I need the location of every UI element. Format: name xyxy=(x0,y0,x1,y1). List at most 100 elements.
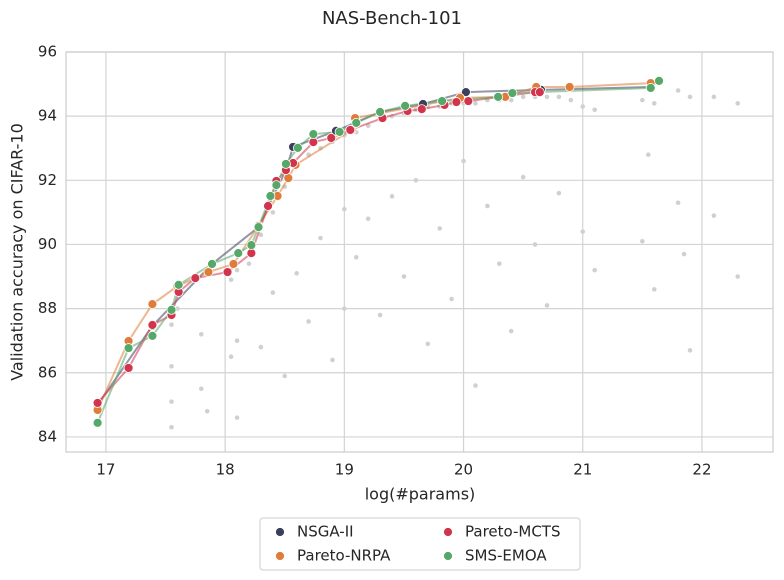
background-point xyxy=(365,216,371,222)
background-point xyxy=(485,203,490,209)
series-line xyxy=(96,80,660,424)
data-point xyxy=(147,320,158,330)
background-point xyxy=(204,408,210,414)
data-point xyxy=(326,133,337,143)
background-point xyxy=(228,354,234,360)
legend-label: Pareto-NRPA xyxy=(297,547,391,565)
data-point xyxy=(207,259,217,269)
y-tick-label: 84 xyxy=(38,427,57,445)
data-point xyxy=(233,248,244,259)
background-point xyxy=(246,261,252,267)
data-point xyxy=(463,96,474,106)
x-tick-label: 22 xyxy=(692,461,711,479)
data-point xyxy=(265,191,276,201)
background-point xyxy=(473,383,478,388)
background-point xyxy=(258,344,264,350)
data-point xyxy=(334,126,345,137)
y-tick-label: 86 xyxy=(38,363,57,381)
data-point xyxy=(292,143,303,153)
background-point xyxy=(282,373,288,379)
legend-box xyxy=(259,517,581,571)
data-point xyxy=(166,304,177,315)
background-point xyxy=(198,386,204,392)
background-point xyxy=(473,101,478,106)
background-point xyxy=(234,338,240,343)
data-point xyxy=(190,273,201,284)
legend-marker xyxy=(443,551,453,561)
background-point xyxy=(270,290,276,295)
data-point xyxy=(147,330,158,341)
legend-label: NSGA-II xyxy=(297,523,354,541)
background-point xyxy=(556,94,562,100)
background-point xyxy=(342,306,347,311)
legend-marker xyxy=(275,551,285,561)
plot-frame xyxy=(65,51,774,453)
background-point xyxy=(169,322,174,327)
x-tick-label: 19 xyxy=(335,461,354,479)
background-point xyxy=(497,261,502,267)
background-point xyxy=(198,331,204,337)
background-point xyxy=(640,238,645,244)
data-point xyxy=(308,129,319,140)
background-point xyxy=(651,287,657,292)
background-point xyxy=(228,277,234,283)
y-tick-label: 90 xyxy=(38,235,57,253)
background-point xyxy=(294,271,299,276)
background-point xyxy=(580,104,586,109)
data-point xyxy=(654,75,664,86)
data-point xyxy=(437,96,447,106)
background-point xyxy=(389,194,395,199)
series-line xyxy=(96,85,651,406)
background-point xyxy=(651,101,657,106)
x-tick-label: 21 xyxy=(573,461,592,479)
background-point xyxy=(711,213,717,218)
chart-title: NAS-Bench-101 xyxy=(322,8,462,29)
background-point xyxy=(449,296,454,302)
data-point xyxy=(564,82,575,92)
x-tick-label: 18 xyxy=(216,461,235,479)
background-point xyxy=(592,107,597,113)
data-point xyxy=(534,87,545,97)
background-point xyxy=(234,415,240,420)
legend-label: Pareto-MCTS xyxy=(465,523,560,541)
data-point xyxy=(451,97,462,107)
background-point xyxy=(646,152,651,157)
background-point xyxy=(270,210,276,215)
background-point xyxy=(711,94,717,100)
x-tick-label: 17 xyxy=(96,461,115,479)
background-point xyxy=(735,274,741,279)
background-point xyxy=(330,357,335,363)
legend-marker xyxy=(275,527,285,537)
background-point xyxy=(681,251,687,257)
background-point xyxy=(342,206,347,212)
data-point xyxy=(92,417,103,428)
background-point xyxy=(520,174,526,180)
data-point xyxy=(416,104,427,114)
background-point xyxy=(413,178,419,183)
background-point xyxy=(640,97,645,103)
data-point xyxy=(400,100,411,111)
background-point xyxy=(675,88,681,93)
background-point xyxy=(687,94,693,100)
y-tick-label: 94 xyxy=(38,107,57,125)
background-point xyxy=(318,235,323,241)
background-point xyxy=(544,303,550,308)
series-line xyxy=(96,82,651,411)
background-point xyxy=(401,274,407,279)
data-point xyxy=(507,88,518,98)
data-point xyxy=(228,259,239,269)
data-point xyxy=(345,125,356,135)
background-point xyxy=(580,229,586,234)
data-point xyxy=(375,107,386,117)
y-axis-label: Validation accuracy on CIFAR-10 xyxy=(8,123,27,381)
background-point xyxy=(169,425,174,430)
data-point xyxy=(123,343,134,353)
y-tick-label: 96 xyxy=(38,43,57,61)
background-point xyxy=(592,267,597,273)
series-line xyxy=(96,91,540,404)
background-point xyxy=(306,319,311,324)
background-point xyxy=(568,97,574,103)
background-point xyxy=(258,232,264,238)
data-point xyxy=(246,240,257,251)
